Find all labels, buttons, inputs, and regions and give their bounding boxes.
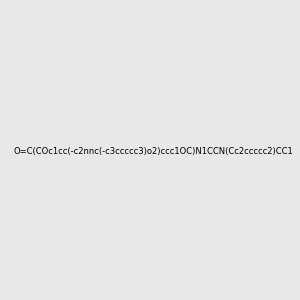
Text: O=C(COc1cc(-c2nnc(-c3ccccc3)o2)ccc1OC)N1CCN(Cc2ccccc2)CC1: O=C(COc1cc(-c2nnc(-c3ccccc3)o2)ccc1OC)N1… <box>14 147 294 156</box>
